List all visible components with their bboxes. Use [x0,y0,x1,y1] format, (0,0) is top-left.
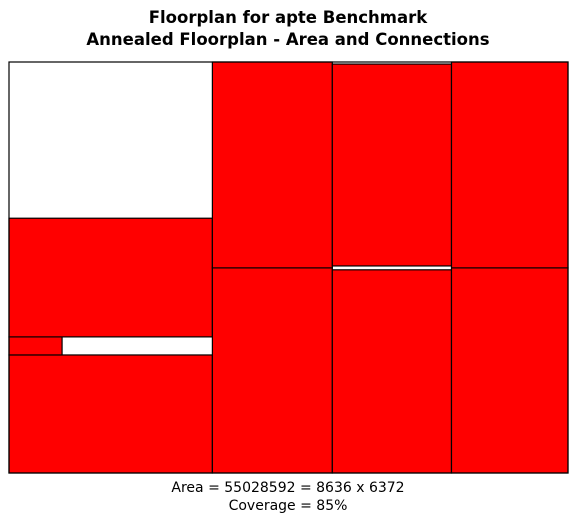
floorplan-plot-area [8,61,569,474]
floorplan-module-5 [211,61,333,269]
coverage-caption: Coverage = 85% [229,498,348,514]
area-caption: Area = 55028592 = 8636 x 6372 [171,480,404,496]
floorplan-module-3 [8,217,213,338]
floorplan-module-8 [450,267,569,474]
floorplan-outline [8,61,569,474]
floorplan-module-6 [331,269,453,474]
floorplan-module-1 [8,354,213,474]
chart-title-line1: Floorplan for apte Benchmark [149,8,428,27]
floorplan-module-4 [211,267,333,474]
chart-title-line2: Annealed Floorplan - Area and Connection… [86,30,489,49]
floorplan-module-7 [331,63,453,267]
floorplan-module-2 [8,336,63,356]
floorplan-module-9 [450,61,569,269]
